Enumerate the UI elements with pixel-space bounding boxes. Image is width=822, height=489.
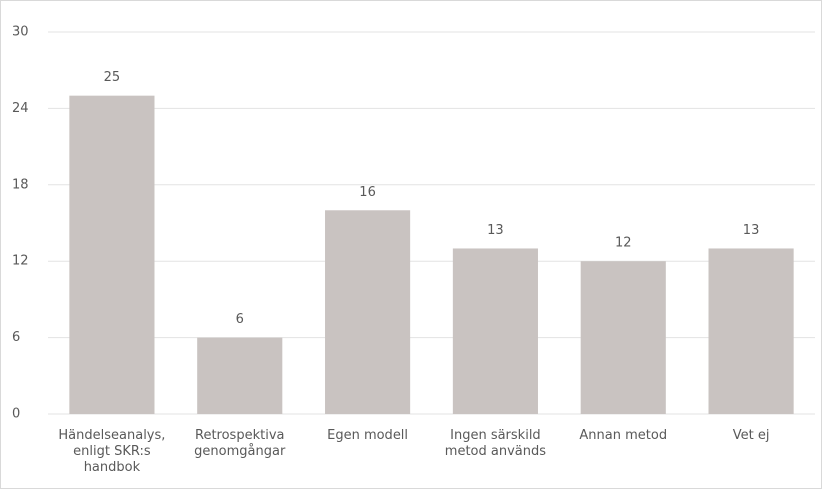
x-tick-label: Annan metod: [579, 428, 668, 443]
x-tick-label: Egen modell: [327, 428, 409, 443]
y-tick-label: 30: [12, 25, 29, 40]
x-tick-label: Retrospektiva genomgångar: [194, 428, 286, 459]
bar: [452, 248, 538, 414]
data-label: 13: [487, 223, 504, 238]
data-label: 13: [743, 223, 760, 238]
y-tick-label: 18: [12, 177, 29, 192]
x-tick-label: Ingen särskild metod används: [444, 428, 547, 459]
bar: [325, 210, 411, 414]
y-tick-label: 24: [12, 101, 29, 116]
y-tick-label: 0: [12, 407, 20, 422]
bar: [69, 95, 155, 415]
x-tick-label: Händelseanalys, enligt SKR:s handbok: [58, 428, 166, 475]
x-tick-label: Vet ej: [732, 428, 770, 443]
data-label: 6: [236, 312, 244, 327]
y-tick-label: 6: [12, 330, 20, 345]
bar: [580, 261, 666, 414]
data-label: 25: [104, 70, 121, 85]
y-tick-label: 12: [12, 254, 29, 269]
bar: [197, 337, 283, 414]
data-label: 16: [359, 185, 376, 200]
bar: [708, 248, 794, 414]
data-label: 12: [615, 236, 632, 251]
